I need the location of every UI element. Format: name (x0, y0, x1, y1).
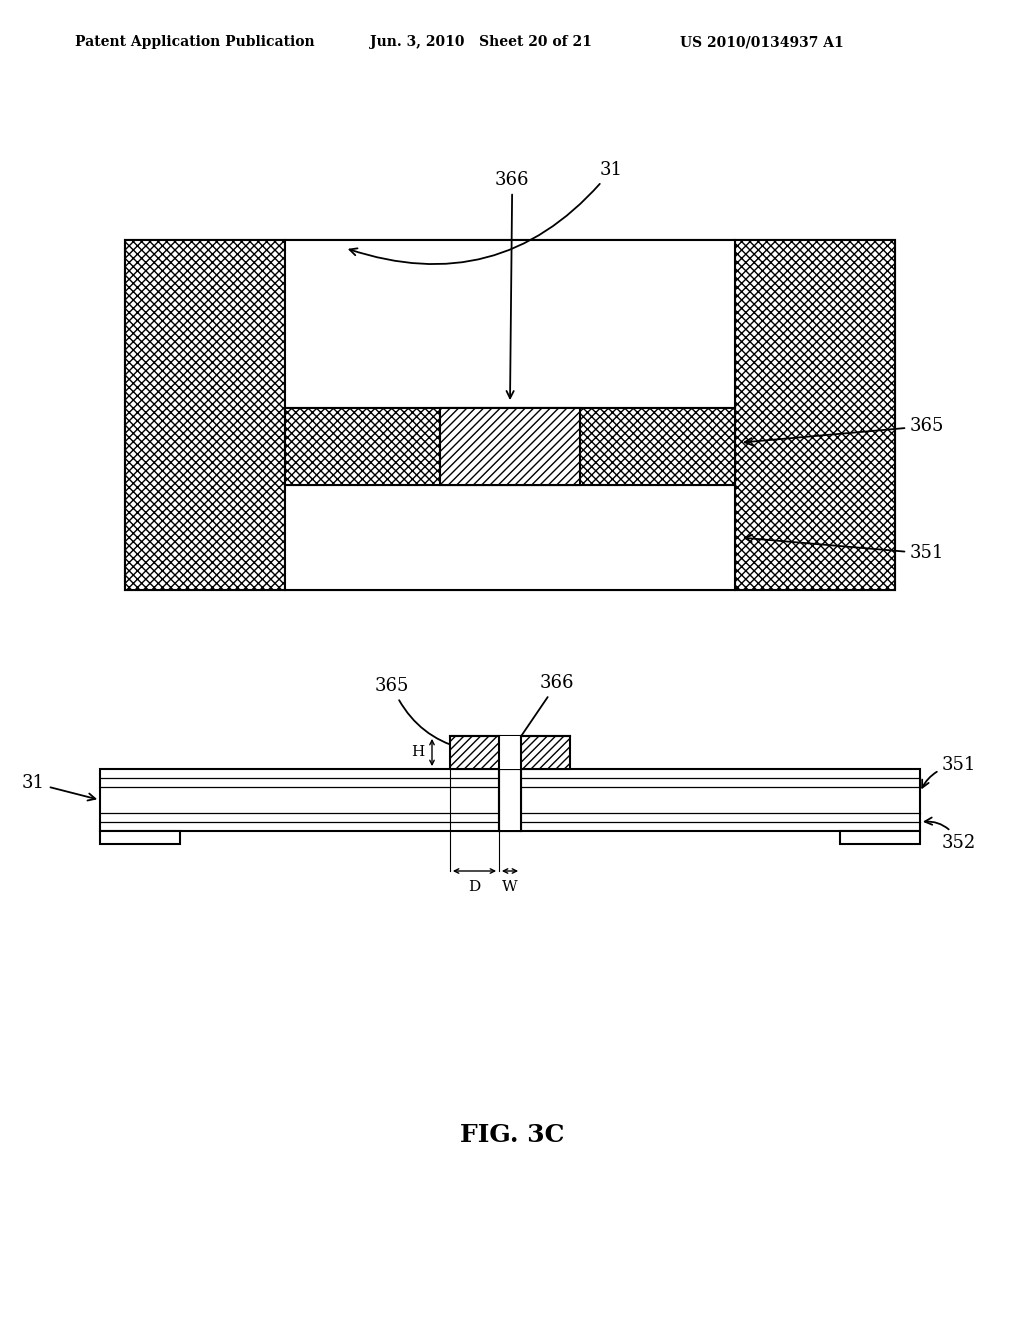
Bar (285, 240, 735, 408)
Text: 351: 351 (744, 535, 944, 562)
Text: Jun. 3, 2010   Sheet 20 of 21: Jun. 3, 2010 Sheet 20 of 21 (370, 36, 592, 49)
Bar (100, 832, 180, 843)
Text: D: D (468, 880, 480, 894)
Text: H: H (412, 746, 425, 759)
Bar (735, 240, 895, 590)
Bar (840, 832, 920, 843)
Bar (125, 240, 285, 590)
Text: 31: 31 (22, 774, 95, 800)
Text: 31: 31 (349, 161, 623, 264)
Bar (100, 770, 920, 832)
Text: 351: 351 (923, 756, 976, 788)
Text: 365: 365 (744, 417, 944, 445)
Text: FIG. 3C: FIG. 3C (460, 1123, 564, 1147)
Bar (440, 408, 580, 484)
Text: Patent Application Publication: Patent Application Publication (75, 36, 314, 49)
Bar (125, 240, 895, 590)
Text: 365: 365 (375, 677, 461, 750)
Text: W: W (502, 880, 518, 894)
Text: US 2010/0134937 A1: US 2010/0134937 A1 (680, 36, 844, 49)
Text: 366: 366 (513, 675, 574, 748)
Bar (499, 737, 521, 770)
Text: 352: 352 (925, 817, 976, 851)
Bar (285, 484, 735, 590)
Bar (285, 408, 735, 484)
Bar (501, 771, 519, 829)
Bar (499, 770, 521, 832)
Bar (450, 737, 570, 770)
Text: 366: 366 (495, 172, 529, 399)
